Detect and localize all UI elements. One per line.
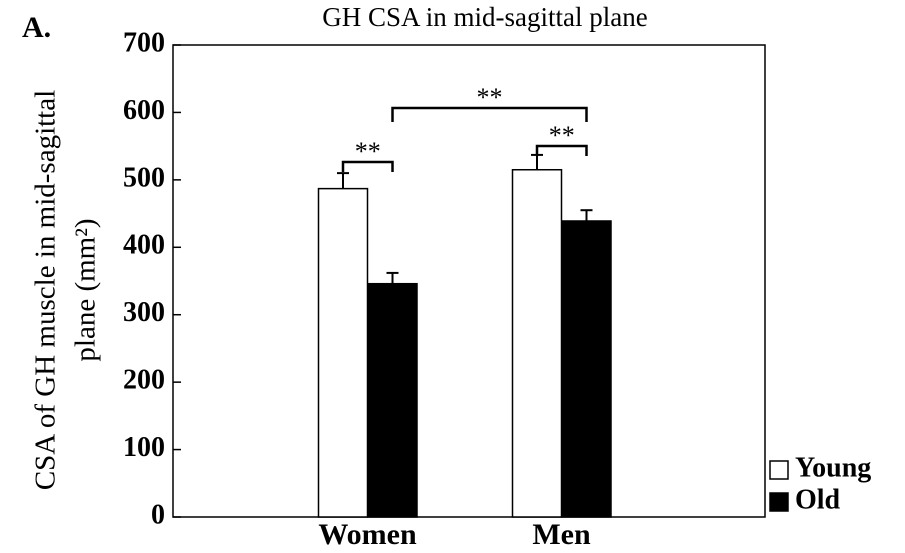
significance-label: **: [549, 121, 575, 150]
significance-bracket: [535, 144, 588, 156]
bar: [317, 187, 369, 518]
y-tick-label: 500: [123, 162, 165, 193]
significance-bracket: [391, 106, 588, 122]
legend-swatch: [769, 460, 789, 480]
y-tick-label: 100: [123, 432, 165, 463]
x-tick-label: Men: [532, 518, 591, 551]
legend-swatch: [769, 492, 789, 512]
legend-label: Old: [795, 484, 841, 515]
y-axis-label-line: CSA of GH muscle in mid-sagittal: [30, 90, 62, 490]
bar: [511, 168, 563, 518]
legend-label: Young: [795, 452, 871, 483]
y-tick-label: 700: [123, 27, 165, 58]
y-tick-label: 200: [123, 365, 165, 396]
y-tick-label: 300: [123, 297, 165, 328]
y-axis-label-line: plane (mm²): [70, 218, 102, 361]
y-tick-label: 0: [151, 499, 165, 530]
significance-label: **: [477, 83, 503, 112]
plot-frame: [172, 44, 766, 518]
significance-bracket: [341, 160, 394, 172]
y-axis-label: CSA of GH muscle in mid-sagittal plane (…: [30, 90, 102, 490]
y-tick-label: 600: [123, 95, 165, 126]
significance-label: **: [355, 137, 381, 166]
panel-label: A.: [22, 11, 51, 44]
x-tick-label: Women: [318, 518, 417, 551]
bar: [561, 220, 612, 518]
bar: [367, 282, 418, 518]
y-tick-label: 400: [123, 230, 165, 261]
chart-title: GH CSA in mid-sagittal plane: [322, 2, 647, 32]
